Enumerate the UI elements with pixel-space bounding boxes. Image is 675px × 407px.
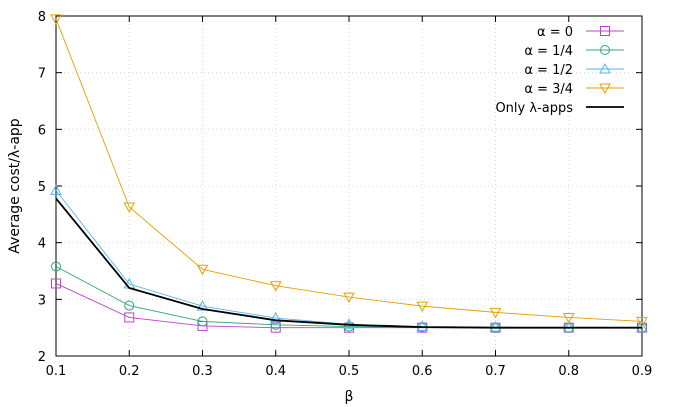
x-tick-label: 0.1 — [46, 364, 67, 379]
x-tick-label: 0.2 — [119, 364, 140, 379]
legend-label: α = 3/4 — [524, 82, 573, 97]
legend-label: α = 0 — [537, 25, 573, 40]
triangle-down-marker — [489, 307, 502, 319]
triangle-down-marker — [599, 83, 611, 95]
y-axis: 2 3 4 5 6 7 8 — [38, 10, 642, 365]
triangle-down-marker — [636, 316, 648, 328]
x-tick-label: 0.7 — [485, 364, 506, 379]
triangle-down-marker — [343, 292, 355, 304]
triangle-up-marker — [196, 300, 209, 311]
circle-marker — [51, 261, 61, 272]
x-tick-label: 0.3 — [192, 364, 213, 379]
series-line — [55, 190, 642, 329]
triangle-down-marker — [562, 312, 575, 324]
series — [50, 14, 648, 333]
legend-item: α = 1/4 — [524, 44, 624, 59]
x-tick-label: 0.8 — [558, 364, 579, 379]
series-line — [55, 197, 642, 329]
y-tick-label: 7 — [38, 67, 46, 82]
square-marker — [124, 312, 135, 323]
square-marker — [51, 278, 61, 289]
x-tick-label: 0.5 — [339, 364, 360, 379]
series-2 — [50, 184, 648, 333]
y-tick-label: 5 — [38, 180, 46, 195]
series-3 — [50, 14, 648, 328]
x-axis: 0.1 0.2 0.3 0.4 0.5 0.6 0.7 0.8 0.9 — [46, 16, 653, 379]
y-tick-label: 3 — [38, 293, 46, 308]
triangle-down-marker — [196, 264, 209, 276]
triangle-up-marker — [599, 62, 611, 74]
triangle-down-marker — [123, 202, 136, 213]
triangle-up-marker — [489, 321, 502, 332]
triangle-down-marker — [269, 281, 282, 292]
legend-label: Only λ-apps — [495, 101, 573, 116]
y-tick-label: 4 — [38, 237, 46, 252]
x-axis-label: β — [345, 389, 354, 405]
y-tick-label: 8 — [38, 10, 46, 25]
legend-item: α = 3/4 — [524, 82, 624, 97]
y-axis-label: Average cost/λ-app — [7, 118, 23, 254]
x-tick-label: 0.6 — [412, 364, 433, 379]
x-tick-label: 0.4 — [265, 364, 286, 379]
legend-label: α = 1/4 — [524, 44, 573, 59]
y-tick-label: 2 — [38, 350, 46, 365]
legend: α = 0 α = 1/4 α = 1/2 α = 3/4 Only λ-apps — [495, 25, 624, 116]
legend-label: α = 1/2 — [524, 63, 573, 78]
x-tick-label: 0.9 — [632, 364, 653, 379]
series-4 — [55, 197, 642, 329]
legend-item: α = 0 — [537, 25, 624, 40]
circle-marker — [197, 316, 208, 327]
circle-marker — [600, 45, 610, 55]
square-marker — [270, 322, 281, 333]
triangle-up-marker — [343, 318, 355, 329]
legend-item: α = 1/2 — [524, 62, 624, 78]
circle-marker — [124, 300, 135, 311]
series-line — [55, 283, 642, 329]
grid — [56, 16, 642, 356]
legend-item: Only λ-apps — [495, 101, 624, 116]
triangle-down-marker — [50, 14, 62, 25]
triangle-down-marker — [416, 301, 429, 313]
series-line — [55, 18, 643, 322]
triangle-up-marker — [50, 184, 62, 196]
triangle-up-marker — [269, 312, 282, 323]
square-marker — [600, 26, 610, 36]
triangle-up-marker — [416, 320, 429, 332]
y-tick-label: 6 — [38, 123, 46, 138]
